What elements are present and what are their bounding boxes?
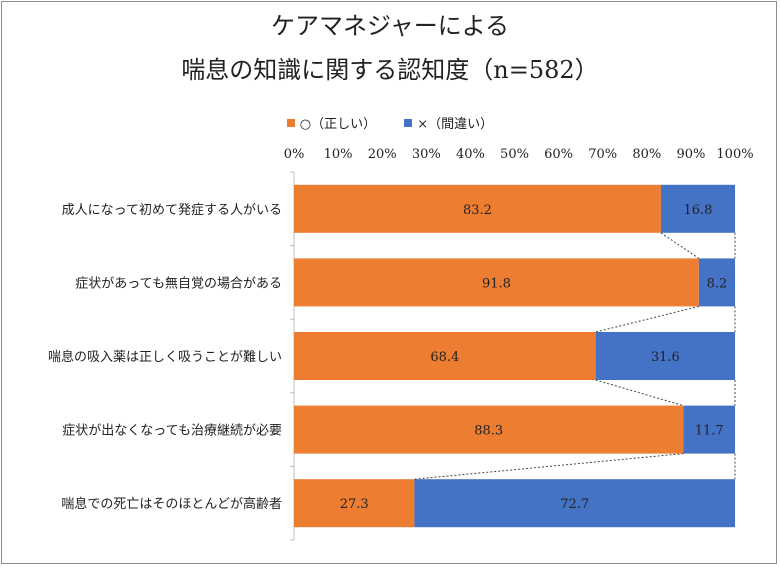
data-label: 72.7	[560, 497, 589, 512]
category-label: 症状があっても無自覚の場合がある	[75, 276, 282, 291]
legend-item-wrong: ×（間違い）	[404, 113, 493, 132]
data-label: 27.3	[340, 497, 369, 512]
bar-segment-wrong	[660, 184, 735, 233]
series-line	[660, 232, 700, 259]
bar-segment-correct	[294, 258, 699, 307]
legend-swatch-correct	[286, 119, 295, 127]
chart-title-line-2: 喘息の知識に関する認知度（n=582）	[181, 56, 599, 84]
data-label: 16.8	[683, 203, 712, 218]
bar-segment-wrong	[414, 479, 735, 528]
data-label: 8.2	[707, 276, 728, 291]
bar-segment-wrong	[595, 332, 735, 380]
series-line	[595, 305, 699, 333]
legend-swatch-wrong	[404, 119, 413, 127]
x-tick-label: 90%	[676, 147, 705, 162]
legend-label-correct: ○（正しい）	[299, 117, 377, 132]
data-label: 83.2	[463, 203, 492, 218]
x-tick-label: 70%	[588, 147, 617, 162]
bar-segment-correct	[294, 184, 661, 233]
data-label: 68.4	[430, 350, 459, 365]
x-tick-label: 40%	[456, 147, 485, 162]
x-tick-label: 50%	[500, 147, 529, 162]
category-label: 喘息での死亡はそのほとんどが高齢者	[61, 496, 282, 512]
data-label: 88.3	[474, 424, 503, 439]
category-label: 成人になって初めて発症する人がいる	[62, 203, 282, 218]
category-label: 症状が出なくなっても治療継続が必要	[62, 424, 282, 439]
series-line	[595, 379, 684, 407]
legend-item-correct: ○（正しい）	[286, 113, 377, 132]
bar-segment-correct	[294, 479, 415, 528]
data-label: 91.8	[482, 276, 511, 291]
series-line	[414, 453, 684, 480]
data-label: 11.7	[695, 424, 724, 439]
bar-segment-wrong	[683, 405, 735, 454]
x-tick-label: 80%	[632, 147, 661, 162]
legend-label-wrong: ×（間違い）	[417, 117, 494, 132]
legend: ○（正しい） ×（間違い）	[0, 113, 780, 132]
category-label: 喘息の吸入薬は正しく吸うことが難しい	[48, 349, 282, 365]
data-label: 31.6	[651, 350, 680, 365]
x-tick-label: 0%	[284, 147, 305, 162]
x-tick-label: 10%	[324, 147, 353, 162]
x-tick-label: 60%	[544, 147, 573, 162]
x-tick-label: 20%	[368, 147, 397, 162]
x-tick-label: 100%	[716, 147, 753, 162]
x-tick-label: 30%	[412, 147, 441, 162]
bar-segment-wrong	[698, 258, 735, 307]
chart-title-line-1: ケアマネジャーによる	[270, 12, 510, 40]
bar-segment-correct	[294, 332, 596, 380]
bar-segment-correct	[294, 405, 684, 454]
